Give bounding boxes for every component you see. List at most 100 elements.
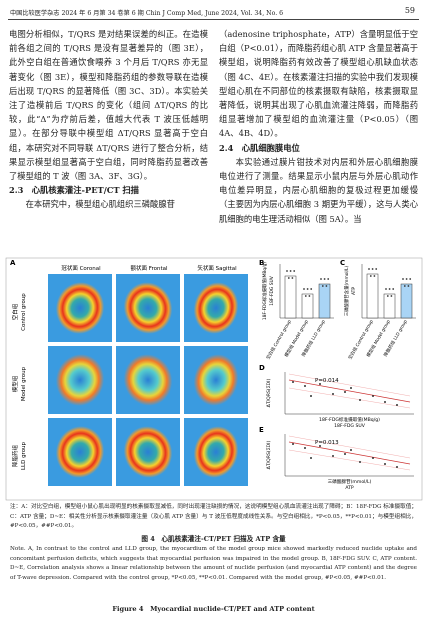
dot [287, 277, 290, 279]
x-axis-label: 18F-FDG SUV [334, 423, 366, 429]
bar [366, 273, 379, 319]
regression-line [288, 441, 411, 465]
dot [323, 278, 326, 280]
heart-uptake [123, 282, 173, 334]
dot [332, 455, 334, 457]
heart-uptake [193, 282, 239, 334]
dot [386, 295, 389, 297]
dot [384, 401, 386, 403]
dot [359, 399, 361, 401]
bar [318, 283, 331, 319]
dot [304, 295, 307, 297]
dot [303, 288, 305, 290]
dot [392, 288, 395, 290]
row-label: LLD group [21, 441, 27, 470]
confidence-band [288, 387, 411, 409]
dot [304, 447, 306, 449]
dot [403, 285, 406, 287]
dot [350, 449, 352, 451]
figure: A B C D E 冠状面 Coronal 额状面 Frontal 矢状面 Sagittal 空… [5, 257, 423, 501]
dot [369, 275, 372, 277]
dot [319, 383, 321, 385]
left-column: 电图分析相似，T/QRS 是对结果误差的纠正。在造模前各组之间的 T/QRS 是… [9, 27, 208, 212]
heart-uptake [193, 426, 239, 478]
dot [308, 295, 311, 297]
dot [332, 393, 334, 395]
dot [321, 285, 324, 287]
heart-uptake [193, 354, 239, 406]
p-value: P=0.014 [315, 378, 339, 384]
dot [306, 288, 309, 290]
y-axis-label: ATP [351, 287, 357, 295]
dot [396, 404, 398, 406]
dot [396, 466, 398, 468]
caption-title-en: Figure 4 Myocardial nuclide-CT/PET and A… [112, 605, 315, 613]
column-label: 额状面 Frontal [130, 264, 168, 272]
section-heading: 2.3 心肌核素灌注-PET/CT 扫描 [9, 185, 139, 196]
panel-label: C [340, 259, 345, 267]
x-axis-label: 三磷酸腺苷(mmol/L) [328, 478, 372, 485]
page-number: 59 [404, 6, 415, 15]
dot [286, 270, 288, 272]
panel-label: B [259, 259, 264, 267]
right-column: （adenosine triphosphate，ATP）含量明显低于空白组（P<… [219, 27, 418, 226]
row-label: Control group [21, 293, 27, 331]
dot [402, 278, 404, 280]
dot [327, 278, 330, 280]
dot [388, 288, 391, 290]
paragraph: 在本研究中，模型组心肌组织三磷酸腺苷 [25, 199, 175, 210]
y-axis-label: ΔT/QRS(ΣDI) [266, 378, 272, 407]
dot [359, 461, 361, 463]
y-axis-label: 三磷酸腺苷含量(mmol/L) [343, 265, 350, 316]
y-axis-label: 18F-FDG标准摄取值(MBq/g) [261, 262, 268, 321]
header-rule [8, 19, 419, 20]
dot [384, 463, 386, 465]
dot [292, 381, 294, 383]
dot [405, 278, 408, 280]
dot [344, 453, 346, 455]
dot [409, 278, 412, 280]
dot [319, 445, 321, 447]
dot [375, 268, 378, 270]
confidence-band [288, 373, 411, 397]
dot [320, 278, 322, 280]
section-heading: 2.4 心肌细胞膜电位 [219, 142, 300, 153]
row-label: Model group [21, 366, 27, 401]
paragraph: 电图分析相似，T/QRS 是对结果误差的纠正。在造模前各组之间的 T/QRS 是… [9, 29, 208, 182]
dot [390, 295, 393, 297]
heart-uptake [55, 426, 105, 478]
paragraph: 本实验通过膜片钳技术对内层和外层心肌细胞膜电位进行了测量。结果显示小鼠内层与外层… [219, 156, 418, 224]
heart-uptake [55, 282, 105, 334]
panel-label: E [259, 426, 264, 434]
panel-label: D [259, 364, 265, 372]
dot [310, 395, 312, 397]
dot [293, 270, 296, 272]
row-label: 空白组 [11, 303, 19, 320]
panel-label: A [10, 259, 16, 267]
bar [400, 283, 413, 319]
running-header: 中国比较医学杂志 2024 年 6 月第 34 卷第 6 期 Chin J Co… [10, 10, 284, 17]
caption-note-en: Note. A, In contrast to the control and … [10, 546, 417, 581]
dot [344, 391, 346, 393]
dot [371, 268, 374, 270]
column-label: 矢状面 Sagittal [197, 264, 237, 272]
y-axis-label: 18F-FDG SUV [269, 276, 275, 305]
dot [310, 288, 313, 290]
heart-uptake [123, 426, 173, 478]
figure-frame [5, 257, 423, 501]
heart-uptake [55, 354, 105, 406]
bar [301, 293, 314, 319]
p-value: P=0.013 [315, 440, 339, 446]
x-axis-label: ATP [345, 485, 354, 491]
dot [368, 268, 370, 270]
dot [407, 285, 410, 287]
dot [385, 288, 387, 290]
row-label: 模型组 [11, 375, 19, 392]
row-label: 降脂药组 [11, 445, 19, 468]
dot [372, 457, 374, 459]
bar [383, 293, 396, 319]
dot [291, 277, 294, 279]
dot [373, 275, 376, 277]
caption-note-cn: 注：A：对比空白组，模型组小鼠心肌出现明显的核素摄取显减低，同时出现灌注缺损的情… [10, 504, 417, 530]
